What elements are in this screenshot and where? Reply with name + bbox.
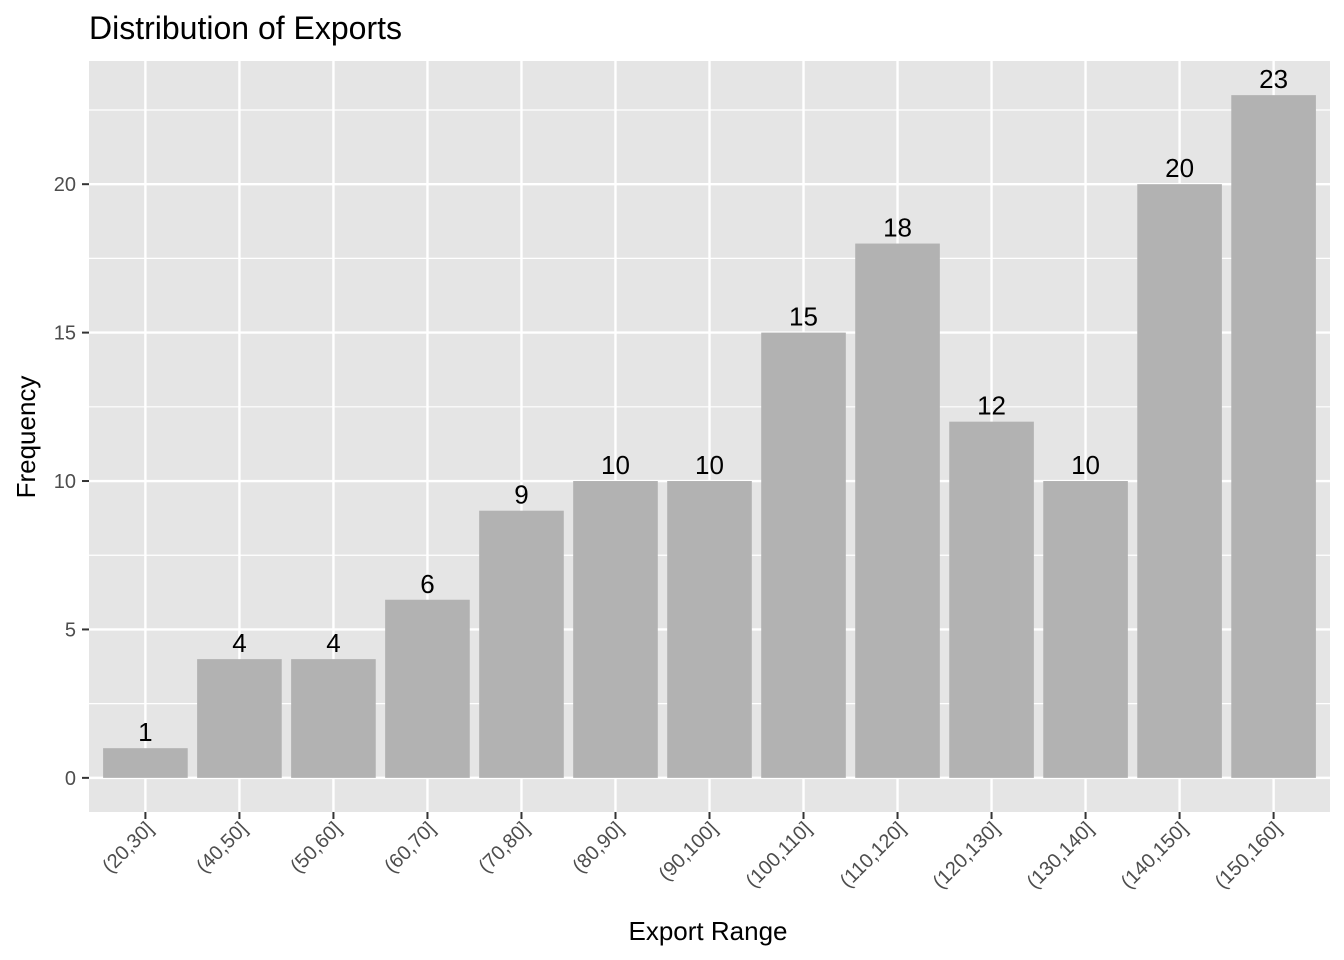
data-label: 1 (138, 717, 152, 747)
y-tick-label: 10 (54, 471, 76, 493)
bar (479, 510, 564, 778)
bar (1231, 95, 1316, 778)
data-label: 20 (1165, 153, 1194, 183)
data-labels: 1 4 4 6 9 10 10 15 18 12 10 20 23 (138, 64, 1288, 747)
data-label: 18 (883, 213, 912, 243)
bar (291, 659, 376, 778)
y-tick-label: 0 (65, 768, 76, 790)
y-tick-label: 15 (54, 323, 76, 345)
bar (855, 243, 940, 778)
data-label: 10 (601, 450, 630, 480)
data-label: 4 (232, 628, 246, 658)
data-label: 6 (420, 569, 434, 599)
x-axis-title: Export Range (629, 916, 788, 946)
bar (761, 332, 846, 778)
bar (385, 599, 470, 778)
data-label: 10 (695, 450, 724, 480)
y-tick-label: 20 (54, 174, 76, 196)
bar (667, 481, 752, 778)
y-axis-title: Frequency (11, 376, 41, 499)
bars (103, 95, 1316, 778)
data-label: 15 (789, 302, 818, 332)
data-label: 12 (977, 391, 1006, 421)
bar (1137, 184, 1222, 778)
y-tick-label: 5 (65, 619, 76, 641)
bar (1043, 481, 1128, 778)
data-label: 4 (326, 628, 340, 658)
bar (197, 659, 282, 778)
data-label: 10 (1071, 450, 1100, 480)
data-label: 23 (1259, 64, 1288, 94)
y-axis: 0 5 10 15 20 (54, 174, 89, 790)
bar (949, 421, 1034, 778)
bar (573, 481, 658, 778)
data-label: 9 (514, 480, 528, 510)
chart-title: Distribution of Exports (89, 10, 402, 46)
bar (103, 748, 188, 778)
